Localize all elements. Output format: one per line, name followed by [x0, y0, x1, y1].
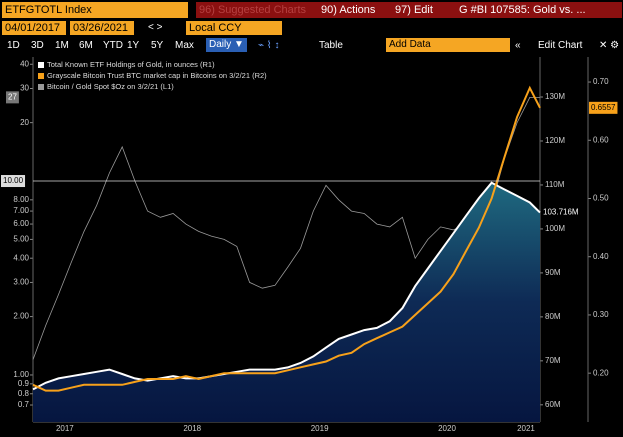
y-tick-label: 1.00 — [13, 370, 29, 379]
line — [32, 85, 541, 392]
y-tick-label: 0.8 — [18, 389, 30, 398]
y-tick-label: 4.00 — [13, 253, 29, 262]
end-date[interactable]: 03/26/2021 — [70, 21, 134, 35]
legend-label: Grayscale Bitcoin Trust BTC market cap i… — [47, 71, 267, 80]
y-tick-label: 40 — [20, 59, 29, 68]
period-button[interactable]: 1D — [7, 40, 20, 51]
chart-icons[interactable]: ⌁ ⌇ ↕ — [258, 40, 280, 51]
period-button[interactable]: 5Y — [151, 40, 164, 51]
y3-tick-label: 0.50 — [593, 194, 609, 203]
area — [33, 182, 540, 422]
period-button[interactable]: 6M — [79, 40, 93, 51]
y-tick-label: 2.00 — [13, 312, 29, 321]
last-value-label: 0.6557 — [591, 103, 616, 112]
last-value-label: 27 — [8, 92, 17, 101]
last-value-label: 10.00 — [3, 176, 24, 185]
x-tick-label: 2017 — [56, 424, 74, 433]
y3-tick-label: 0.70 — [593, 77, 609, 86]
x-tick-label: 2018 — [183, 424, 201, 433]
legend-bg — [35, 59, 335, 93]
chart-name[interactable]: G #BI 107585: Gold vs. ... — [456, 2, 622, 18]
currency[interactable]: Local CCY — [186, 21, 282, 35]
y-tick-label: 5.00 — [13, 235, 29, 244]
y3-tick-label: 0.60 — [593, 135, 609, 144]
y2-tick-label: 80M — [545, 312, 561, 321]
y2-tick-label: 130M — [545, 92, 565, 101]
x-tick-label: 2020 — [438, 424, 456, 433]
legend-swatch — [38, 62, 44, 68]
line — [32, 181, 541, 391]
chart: 0.7 0.80.91.00 2.00 3.00 4.00 5.00 6.00 7.00 8.0… — [1, 57, 618, 433]
y2-tick-label: 90M — [545, 268, 561, 277]
badge-bg — [1, 175, 26, 188]
y3-tick-label: 0.40 — [593, 252, 609, 261]
y-tick-label: 30 — [20, 84, 29, 93]
suggested-button[interactable]: 96) Suggested Charts — [196, 2, 320, 18]
y-tick-label: 6.00 — [13, 219, 29, 228]
y3-tick-label: 0.20 — [593, 368, 609, 377]
last-value-label: 103.716M — [543, 208, 579, 217]
edit-button[interactable]: 97) Edit — [392, 2, 458, 18]
start-date[interactable]: 04/01/2017 — [2, 21, 66, 35]
add-data[interactable]: Add Data — [386, 38, 510, 52]
title-bar: ETFGTOTL Index 96) Suggested Charts 90) … — [0, 0, 623, 21]
actions-button[interactable]: 90) Actions — [318, 2, 394, 18]
badge-bg — [589, 101, 618, 114]
y-tick-label: 7.00 — [13, 206, 29, 215]
y-tick-label: 20 — [20, 118, 29, 127]
y2-tick-label: 100M — [545, 224, 565, 233]
tool-bar: Daily ▼ ⌁ ⌇ ↕ Table Add Data « Edit Char… — [0, 37, 623, 54]
x-tick-label: 2021 — [517, 424, 535, 433]
last-value-badge: 0.6557 — [589, 101, 618, 114]
y2-tick-label: 120M — [545, 136, 565, 145]
period-button[interactable]: Max — [175, 40, 194, 51]
table-button[interactable]: Table — [319, 40, 343, 51]
date-bar: 04/01/2017 03/26/2021 < > Local CCY — [0, 21, 623, 37]
x-tick-label: 2019 — [311, 424, 329, 433]
y-tick-label: 0.7 — [18, 400, 30, 409]
period-button[interactable]: YTD — [103, 40, 123, 51]
y-tick-label: 3.00 — [13, 278, 29, 287]
collapse-icon[interactable]: « — [515, 40, 521, 51]
last-value-badge: 10.00 — [1, 175, 26, 188]
badge-bg — [541, 206, 581, 219]
y2-tick-label: 60M — [545, 400, 561, 409]
y2-tick-label: 110M — [545, 180, 565, 189]
last-value-badge: 103.716M — [541, 206, 581, 219]
legend-label: Bitcoin / Gold Spot $Oz on 3/2/21 (L1) — [47, 82, 174, 91]
period-button[interactable]: 1Y — [127, 40, 140, 51]
last-value-badge: 27 — [6, 91, 19, 104]
legend: Total Known ETF Holdings of Gold, in oun… — [35, 59, 335, 93]
settings-icon[interactable]: ✕ ⚙ — [599, 40, 620, 51]
legend-swatch — [38, 73, 44, 79]
edit-chart[interactable]: Edit Chart — [538, 40, 583, 51]
y3-tick-label: 0.30 — [593, 310, 609, 319]
frequency[interactable]: Daily ▼ — [206, 38, 247, 52]
y-tick-label: 0.9 — [18, 379, 30, 388]
ticker-field[interactable]: ETFGTOTL Index — [2, 2, 188, 18]
nav-arrows[interactable]: < > — [148, 22, 163, 33]
period-button[interactable]: 1M — [55, 40, 69, 51]
y-tick-label: 8.00 — [13, 195, 29, 204]
period-button[interactable]: 3D — [31, 40, 44, 51]
legend-swatch — [38, 84, 44, 90]
legend-label: Total Known ETF Holdings of Gold, in oun… — [47, 60, 215, 69]
badge-bg — [6, 91, 19, 104]
y2-tick-label: 70M — [545, 356, 561, 365]
